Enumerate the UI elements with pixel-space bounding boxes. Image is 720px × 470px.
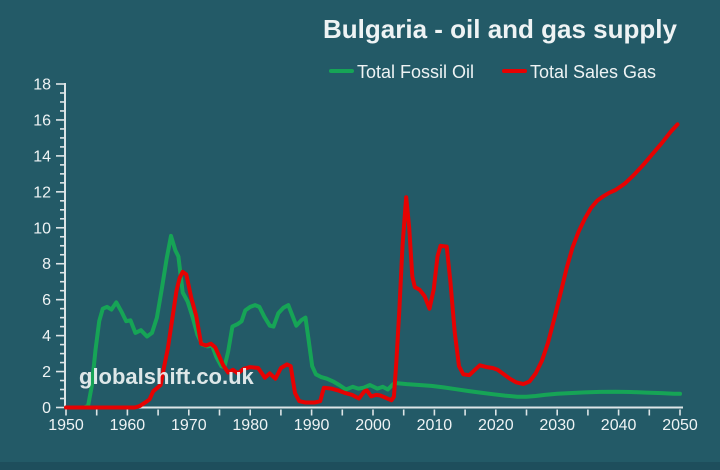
y-tick-label: 18 — [33, 77, 51, 94]
x-tick-label: 2050 — [662, 417, 698, 434]
x-tick-label: 2020 — [478, 417, 514, 434]
y-tick-label: 0 — [42, 400, 51, 417]
y-tick-label: 14 — [33, 148, 51, 165]
x-tick-label: 2000 — [355, 417, 391, 434]
data-series — [64, 122, 682, 410]
y-axis: 0 2 4 6 8 10 12 14 16 18 — [33, 77, 66, 417]
y-tick-label: 4 — [42, 328, 51, 345]
x-tick-label: 2030 — [539, 417, 575, 434]
x-tick-label: 1960 — [110, 417, 146, 434]
page-title: Bulgaria - oil and gas supply — [323, 14, 677, 44]
bottom-bar — [0, 462, 720, 470]
y-tick-label: 6 — [42, 292, 51, 309]
y-tick-label: 10 — [33, 220, 51, 237]
x-tick-label: 2010 — [417, 417, 453, 434]
total-sales-gas-line — [64, 122, 680, 410]
sales-gas-legend-label: Total Sales Gas — [530, 62, 656, 82]
x-tick-label: 1990 — [294, 417, 330, 434]
x-tick-label: 1970 — [171, 417, 207, 434]
y-tick-label: 8 — [42, 256, 51, 273]
x-tick-label: 2040 — [601, 417, 637, 434]
fossil-oil-legend-label: Total Fossil Oil — [357, 62, 474, 82]
y-tick-label: 16 — [33, 112, 51, 129]
x-tick-label: 1980 — [232, 417, 268, 434]
legend: Total Fossil Oil Total Sales Gas — [329, 62, 656, 82]
x-tick-label: 1950 — [48, 417, 84, 434]
total-fossil-oil-line — [64, 233, 682, 410]
x-axis: 1950 1960 1970 1980 1990 2000 2010 2020 2030 2040… — [48, 406, 698, 434]
watermark: globalshift.co.uk — [79, 364, 255, 389]
y-tick-label: 2 — [42, 364, 51, 381]
y-tick-label: 12 — [33, 184, 51, 201]
